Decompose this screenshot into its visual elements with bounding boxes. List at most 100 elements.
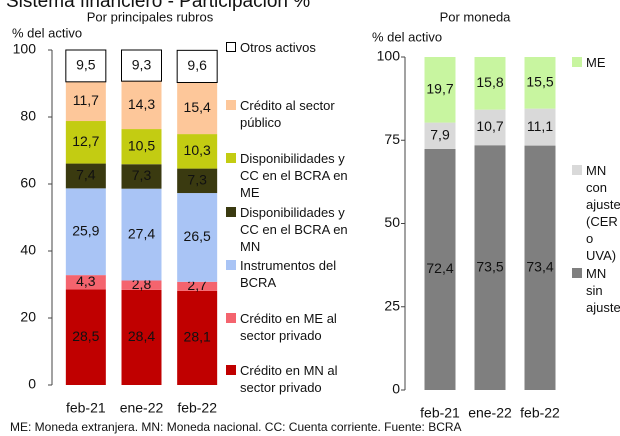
bar-segment — [121, 49, 162, 82]
bar-segment — [121, 188, 162, 281]
bar-segment — [177, 168, 218, 194]
legend-swatch — [226, 365, 236, 375]
y-axis-label: % del activo — [12, 25, 82, 40]
x-tick-label: feb-21 — [420, 405, 460, 421]
bar-segment — [65, 163, 106, 189]
bar-segment — [177, 134, 218, 169]
legend-item: Disponibilidades y CC en el BCRA en MN — [226, 204, 366, 255]
value-label: 7,4 — [76, 167, 96, 183]
value-label: 73,4 — [526, 258, 553, 274]
value-label: 28,1 — [184, 329, 211, 345]
value-label: 10,3 — [184, 142, 211, 158]
bar-segment — [474, 57, 506, 110]
value-label: 11,1 — [527, 118, 553, 134]
bar-segment — [474, 145, 506, 390]
bar-segment — [424, 57, 456, 123]
bar-segment — [65, 121, 106, 164]
y-tick-label: 0 — [28, 376, 36, 392]
legend-swatch — [572, 268, 582, 278]
legend-item: MN con ajuste (CER o UVA) — [572, 162, 620, 264]
value-label: 14,3 — [128, 96, 155, 112]
x-tick-label: feb-22 — [177, 400, 217, 416]
bar-segment — [177, 193, 218, 282]
legend-label: Disponibilidades y CC en el BCRA en ME — [240, 151, 348, 200]
y-tick-label: 25 — [384, 297, 400, 313]
value-label: 7,3 — [132, 167, 152, 183]
value-label: 15,4 — [184, 99, 211, 115]
legend-item: Crédito en MN al sector privado — [226, 362, 366, 396]
value-label: 19,7 — [426, 81, 453, 97]
y-tick-label: 20 — [20, 309, 36, 325]
value-label: 9,5 — [76, 57, 96, 73]
x-tick-label: ene-22 — [120, 400, 164, 416]
bar-segment — [121, 81, 162, 130]
legend-item: Instrumentos del BCRA — [226, 257, 366, 291]
x-tick-label: ene-22 — [468, 405, 512, 421]
value-label: 9,3 — [132, 56, 152, 72]
y-tick-label: 60 — [20, 175, 36, 191]
legend-label: Otros activos — [240, 40, 316, 55]
legend-item: ME — [572, 54, 620, 71]
bar-segment — [524, 108, 556, 146]
legend-swatch — [572, 165, 582, 175]
bar-segment — [424, 122, 456, 149]
y-tick-label: 80 — [20, 108, 36, 124]
value-label: 15,8 — [476, 74, 503, 90]
legend-label: Crédito en MN al sector privado — [240, 363, 338, 395]
page-title: Sistema financiero - Participación % — [6, 0, 310, 12]
bar-segment — [65, 289, 106, 385]
value-label: 73,5 — [476, 258, 503, 274]
y-tick-label: 50 — [384, 214, 400, 230]
legend-label: MN con ajuste (CER o UVA) — [586, 163, 620, 263]
value-label: 27,4 — [128, 225, 155, 241]
footnote: ME: Moneda extranjera. MN: Moneda nacion… — [10, 420, 462, 434]
value-label: 7,9 — [430, 126, 450, 142]
value-label: 28,5 — [72, 328, 99, 344]
chart-subtitle: Por principales rubros — [87, 9, 214, 24]
bar-segment — [121, 289, 162, 385]
bar-segment — [524, 57, 556, 109]
legend-swatch — [226, 153, 236, 163]
value-label: 25,9 — [72, 222, 99, 238]
value-label: 11,7 — [73, 92, 99, 108]
legend-swatch — [226, 42, 236, 52]
y-tick-label: 40 — [20, 242, 36, 258]
value-label: 28,4 — [128, 328, 155, 344]
bar-segment — [65, 275, 106, 290]
legend-swatch — [226, 207, 236, 217]
y-tick-label: 75 — [384, 131, 400, 147]
value-label: 72,4 — [426, 260, 453, 276]
x-tick-label: feb-22 — [520, 405, 560, 421]
value-label: 12,7 — [72, 133, 99, 149]
x-tick-label: feb-21 — [66, 400, 106, 416]
bar-segment — [177, 290, 218, 385]
value-label: 7,3 — [187, 172, 207, 188]
legend-label: Crédito en ME al sector privado — [240, 311, 337, 343]
y-tick-label: 100 — [377, 48, 401, 64]
bar-segment — [424, 148, 456, 390]
legend-item: MN sin ajuste — [572, 265, 620, 316]
value-label: 10,7 — [476, 118, 503, 134]
legend-item: Disponibilidades y CC en el BCRA en ME — [226, 150, 366, 201]
legend-label: Crédito al sector público — [240, 98, 335, 130]
bar-segment — [65, 49, 107, 83]
bar-segment — [121, 280, 162, 290]
chart-subtitle: Por moneda — [440, 9, 512, 24]
legend-swatch — [572, 57, 582, 67]
legend-item: Crédito al sector público — [226, 97, 366, 131]
value-label: 10,5 — [128, 137, 155, 153]
value-label: 26,5 — [184, 228, 211, 244]
value-label: 15,5 — [526, 74, 553, 90]
legend-item: Crédito en ME al sector privado — [226, 310, 366, 344]
value-label: 4,3 — [76, 273, 96, 289]
bar-segment — [524, 145, 556, 390]
bar-segment — [65, 81, 106, 122]
legend-label: Instrumentos del BCRA — [240, 258, 337, 290]
legend-swatch — [226, 260, 236, 270]
bar-segment — [121, 129, 162, 165]
legend-label: ME — [586, 55, 606, 70]
bar-segment — [474, 109, 506, 146]
y-tick-label: 100 — [13, 41, 37, 57]
